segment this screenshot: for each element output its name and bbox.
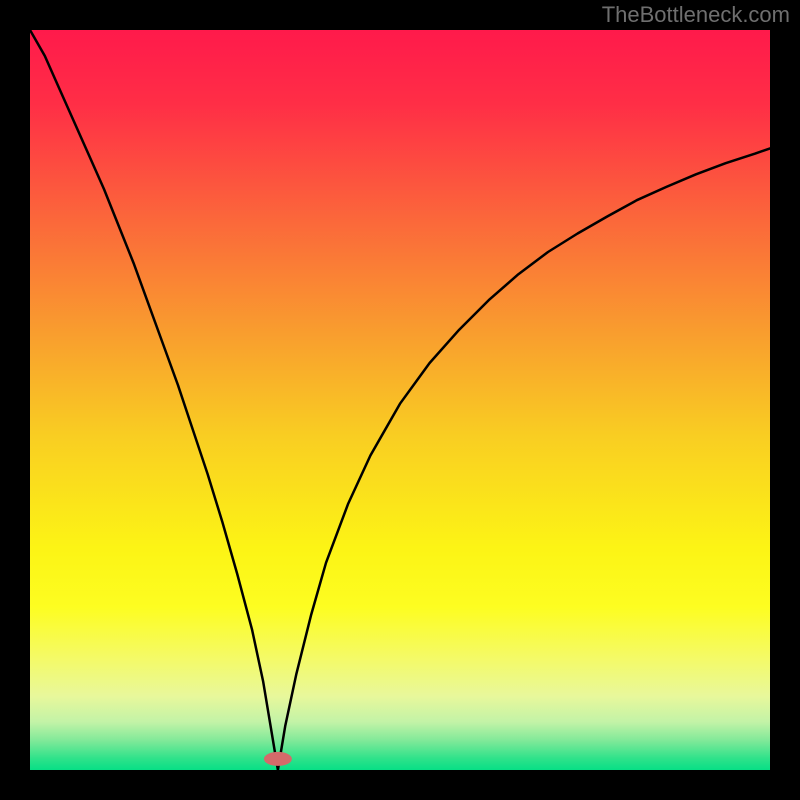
plot-background xyxy=(30,30,770,770)
watermark-label: TheBottleneck.com xyxy=(602,2,790,28)
chart-svg xyxy=(0,0,800,800)
chart-container: TheBottleneck.com xyxy=(0,0,800,800)
minimum-marker xyxy=(264,752,292,766)
